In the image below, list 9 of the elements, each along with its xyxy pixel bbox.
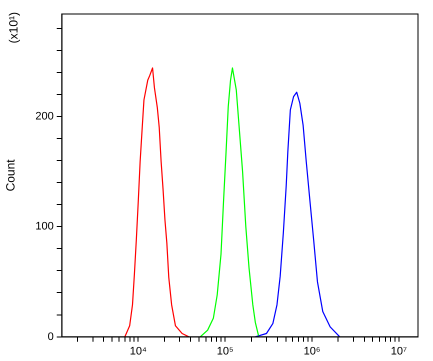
x-tick-label: 10⁶: [304, 345, 320, 358]
y-tick-label: 0: [48, 330, 54, 343]
text: (x10¹): [6, 12, 20, 44]
x-tick-label: 10⁴: [130, 345, 147, 358]
y-tick-label: 100: [35, 220, 54, 233]
y-axis-title: Count: [4, 158, 18, 192]
x-tick-label: 10⁵: [216, 345, 234, 358]
y-tick-label: 200: [35, 110, 54, 122]
x-tick-label: 10⁷: [390, 345, 407, 358]
